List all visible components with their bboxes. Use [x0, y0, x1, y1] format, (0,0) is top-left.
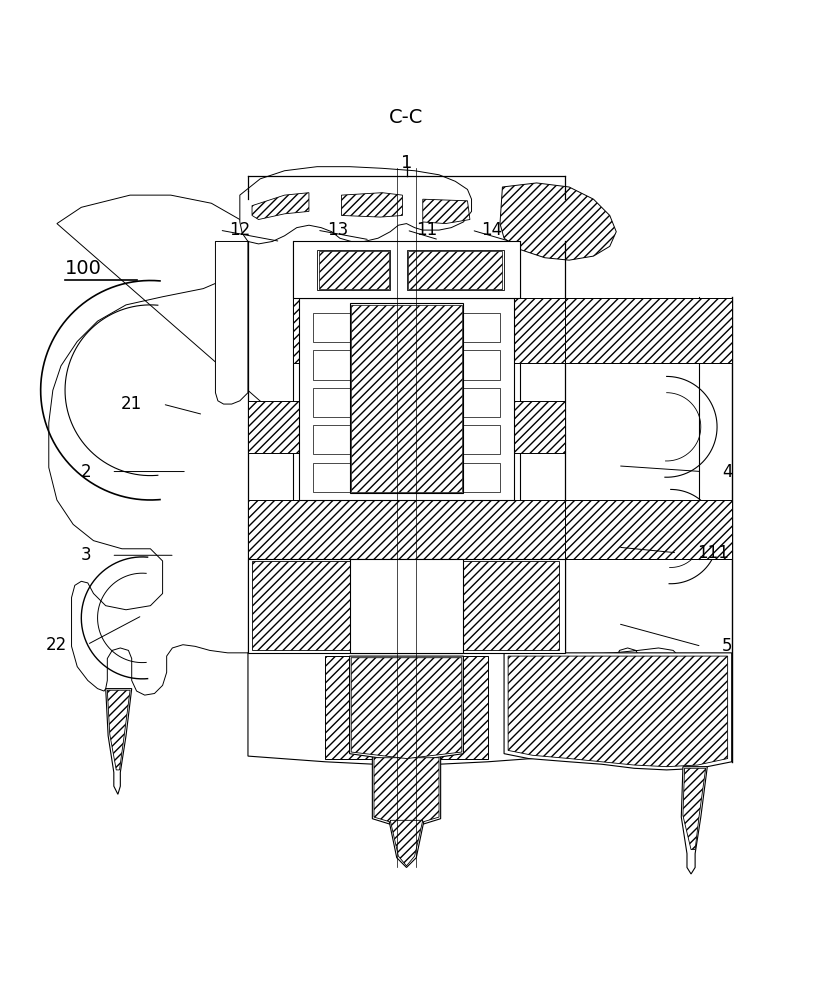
Polygon shape: [299, 298, 514, 500]
Text: 11: 11: [416, 221, 437, 239]
Text: 21: 21: [121, 395, 142, 413]
Text: 100: 100: [65, 259, 102, 278]
Polygon shape: [319, 251, 389, 289]
Polygon shape: [248, 653, 565, 764]
Polygon shape: [106, 689, 132, 794]
Polygon shape: [248, 401, 565, 453]
Polygon shape: [681, 767, 707, 874]
Polygon shape: [313, 463, 500, 492]
Polygon shape: [107, 690, 130, 770]
Polygon shape: [389, 819, 424, 867]
Polygon shape: [504, 653, 732, 770]
Polygon shape: [423, 199, 470, 224]
Polygon shape: [313, 313, 500, 342]
Polygon shape: [500, 183, 616, 260]
Polygon shape: [313, 350, 500, 380]
Polygon shape: [350, 303, 463, 493]
Polygon shape: [374, 758, 439, 827]
Text: 12: 12: [229, 221, 250, 239]
Polygon shape: [317, 250, 390, 290]
Polygon shape: [683, 768, 706, 850]
Polygon shape: [341, 193, 402, 217]
Polygon shape: [313, 388, 500, 417]
Polygon shape: [293, 298, 732, 363]
Polygon shape: [240, 167, 472, 244]
Text: 111: 111: [698, 544, 729, 562]
Polygon shape: [508, 656, 728, 767]
Polygon shape: [372, 756, 441, 829]
Polygon shape: [351, 658, 462, 759]
Text: 1: 1: [401, 154, 412, 172]
Polygon shape: [351, 305, 462, 492]
Text: 5: 5: [722, 637, 733, 655]
Polygon shape: [252, 561, 559, 650]
Text: 4: 4: [722, 463, 733, 481]
Polygon shape: [215, 241, 248, 404]
Polygon shape: [350, 656, 463, 762]
Polygon shape: [248, 559, 565, 653]
Polygon shape: [390, 820, 423, 866]
Text: 2: 2: [80, 463, 91, 481]
Text: 3: 3: [80, 546, 91, 564]
Polygon shape: [325, 656, 488, 759]
Polygon shape: [252, 193, 309, 220]
Polygon shape: [565, 500, 732, 559]
Text: C-C: C-C: [389, 108, 424, 127]
Text: 13: 13: [327, 221, 348, 239]
Polygon shape: [565, 298, 732, 363]
Text: 14: 14: [481, 221, 502, 239]
Polygon shape: [248, 500, 732, 559]
Polygon shape: [350, 559, 463, 653]
Polygon shape: [313, 425, 500, 454]
Text: 22: 22: [46, 636, 67, 654]
Polygon shape: [406, 250, 504, 290]
Polygon shape: [408, 251, 502, 289]
Polygon shape: [49, 195, 683, 697]
Polygon shape: [293, 241, 520, 298]
